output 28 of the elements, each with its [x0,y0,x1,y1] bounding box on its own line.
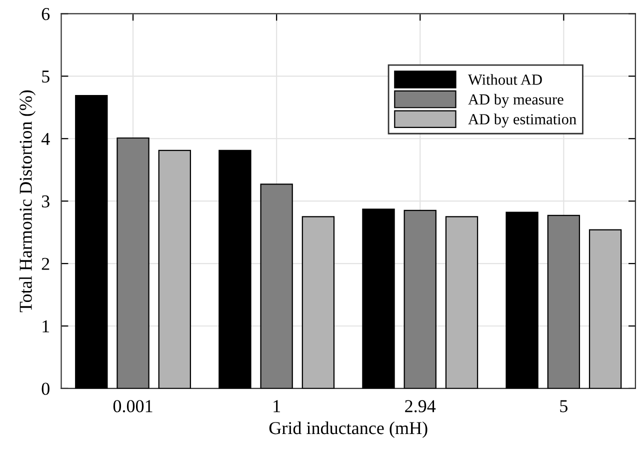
bar [75,94,108,388]
legend-label: AD by measure [468,94,564,108]
legend-label: Without AD [468,74,542,85]
y-tick-label: 1 [42,320,50,332]
x-tick-label: 5 [560,400,568,412]
legend-label: AD by estimation [468,114,576,128]
y-tick-label: 2 [42,258,50,270]
y-tick-label: 6 [42,8,50,20]
bar [362,208,395,388]
x-tick-label: 1 [274,400,280,412]
bar [260,184,293,388]
x-axis-title: Grid inductance (mH) [269,421,428,438]
x-tick-label: 0.001 [113,400,152,412]
bar [404,210,436,388]
bar [158,150,191,388]
bar [302,216,335,388]
y-tick-label: 0 [42,382,50,395]
bar [445,216,478,388]
bar [588,229,622,388]
bar [116,137,150,388]
y-tick-label: 3 [42,195,50,208]
bar [506,212,538,388]
bar [547,214,580,388]
y-axis-title: Total Harmonic Distortion (%) [19,90,36,312]
bar [218,150,252,388]
y-tick-label: 5 [42,70,50,83]
y-tick-label: 4 [41,133,50,145]
x-tick-label: 2.94 [405,400,436,412]
